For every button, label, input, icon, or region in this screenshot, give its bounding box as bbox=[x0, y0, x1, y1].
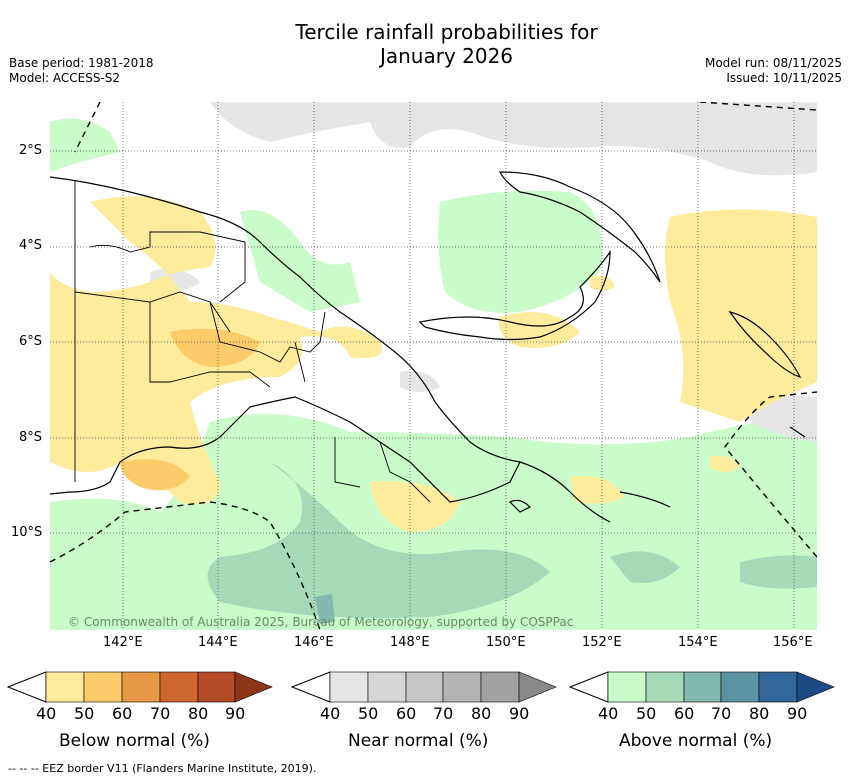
cb-above-tick-80: 80 bbox=[749, 704, 770, 723]
cb-near-swatch-2 bbox=[405, 671, 444, 703]
cb-above-swatch-3 bbox=[720, 671, 760, 703]
cb-above-tick-70: 70 bbox=[711, 704, 732, 723]
cb-below-tick-70: 70 bbox=[150, 704, 171, 723]
colorbar-above-normal bbox=[568, 671, 835, 703]
province-borders bbox=[74, 180, 431, 503]
map-title-line1: Tercile rainfall probabilities for bbox=[295, 20, 598, 44]
cb-below-tick-90: 90 bbox=[225, 704, 246, 723]
cb-below-tick-80: 80 bbox=[188, 704, 209, 723]
base-period-text: Base period: 1981-2018 bbox=[9, 56, 154, 70]
cb-above-tick-40: 40 bbox=[598, 704, 619, 723]
cb-near-swatch-3 bbox=[442, 671, 482, 703]
map-title: Tercile rainfall probabilities for Janua… bbox=[0, 20, 850, 68]
cb-above-swatch-0 bbox=[607, 671, 647, 703]
cb-below-swatch-3 bbox=[159, 671, 199, 703]
colorbar-near-normal bbox=[290, 671, 557, 703]
cb-below-tick-60: 60 bbox=[112, 704, 133, 723]
cb-below-tick-40: 40 bbox=[36, 704, 57, 723]
cb-below-swatch-0 bbox=[45, 671, 85, 703]
issued-text: Issued: 10/11/2025 bbox=[726, 71, 842, 85]
eez-footnote: -- -- -- EEZ border V11 (Flanders Marine… bbox=[8, 762, 317, 775]
lon-label-144e: 144°E bbox=[198, 635, 238, 650]
coastlines bbox=[50, 171, 806, 523]
cb-near-tick-70: 70 bbox=[433, 704, 454, 723]
below-normal-shading bbox=[50, 196, 817, 532]
cb-near-swatch-4 bbox=[480, 671, 520, 703]
cb-near-swatch-0 bbox=[329, 671, 369, 703]
cb-below-swatch-1 bbox=[83, 671, 123, 703]
lon-label-150e: 150°E bbox=[486, 635, 526, 650]
cb-near-tick-50: 50 bbox=[358, 704, 379, 723]
lon-label-142e: 142°E bbox=[103, 635, 143, 650]
cb-near-tick-40: 40 bbox=[320, 704, 341, 723]
cb-near-tick-80: 80 bbox=[471, 704, 492, 723]
meta-left: Base period: 1981-2018 Model: ACCESS-S2 bbox=[9, 56, 154, 86]
forecast-map: © Commonwealth of Australia 2025, Bureau… bbox=[50, 102, 817, 630]
lat-label-8s: 8°S bbox=[19, 430, 43, 445]
cb-below-swatch-4 bbox=[197, 671, 236, 703]
cb-above-swatch-2 bbox=[683, 671, 722, 703]
cb-below-swatch-5 bbox=[234, 671, 273, 703]
lat-label-2s: 2°S bbox=[19, 143, 43, 158]
cb-near-tick-60: 60 bbox=[396, 704, 417, 723]
cb-above-swatch-1 bbox=[645, 671, 685, 703]
cb-near-swatch-5 bbox=[518, 671, 557, 703]
lat-label-10s: 10°S bbox=[11, 525, 43, 540]
cb-below-swatch-2 bbox=[121, 671, 161, 703]
cb-below-tick-50: 50 bbox=[74, 704, 95, 723]
above-normal-50-shading bbox=[207, 462, 817, 624]
cb-above-swatch-5 bbox=[796, 671, 835, 703]
colorbar-below-normal bbox=[6, 671, 273, 703]
cb-near-title: Near normal (%) bbox=[348, 731, 489, 751]
cb-above-tick-50: 50 bbox=[636, 704, 657, 723]
graticule bbox=[50, 102, 817, 630]
colorbar-legends bbox=[6, 671, 835, 703]
lat-label-6s: 6°S bbox=[19, 334, 43, 349]
lon-label-154e: 154°E bbox=[678, 635, 718, 650]
near-normal-shading bbox=[150, 102, 817, 442]
cb-above-tick-90: 90 bbox=[787, 704, 808, 723]
lon-label-152e: 152°E bbox=[582, 635, 622, 650]
meta-right: Model run: 08/11/2025 Issued: 10/11/2025 bbox=[705, 56, 842, 86]
cb-near-tick-90: 90 bbox=[509, 704, 530, 723]
copyright-credit: © Commonwealth of Australia 2025, Bureau… bbox=[68, 615, 573, 629]
lon-label-148e: 148°E bbox=[390, 635, 430, 650]
lat-label-4s: 4°S bbox=[19, 238, 43, 253]
lon-label-146e: 146°E bbox=[294, 635, 334, 650]
cb-near-swatch-1 bbox=[367, 671, 407, 703]
cb-above-swatch-4 bbox=[758, 671, 798, 703]
eez-border bbox=[50, 102, 817, 630]
lon-label-156e: 156°E bbox=[773, 635, 813, 650]
model-text: Model: ACCESS-S2 bbox=[9, 71, 121, 85]
cb-below-title: Below normal (%) bbox=[59, 731, 210, 751]
model-run-text: Model run: 08/11/2025 bbox=[704, 56, 842, 70]
cb-above-title: Above normal (%) bbox=[619, 731, 773, 751]
map-title-line2: January 2026 bbox=[379, 44, 514, 68]
cb-above-tick-60: 60 bbox=[674, 704, 695, 723]
